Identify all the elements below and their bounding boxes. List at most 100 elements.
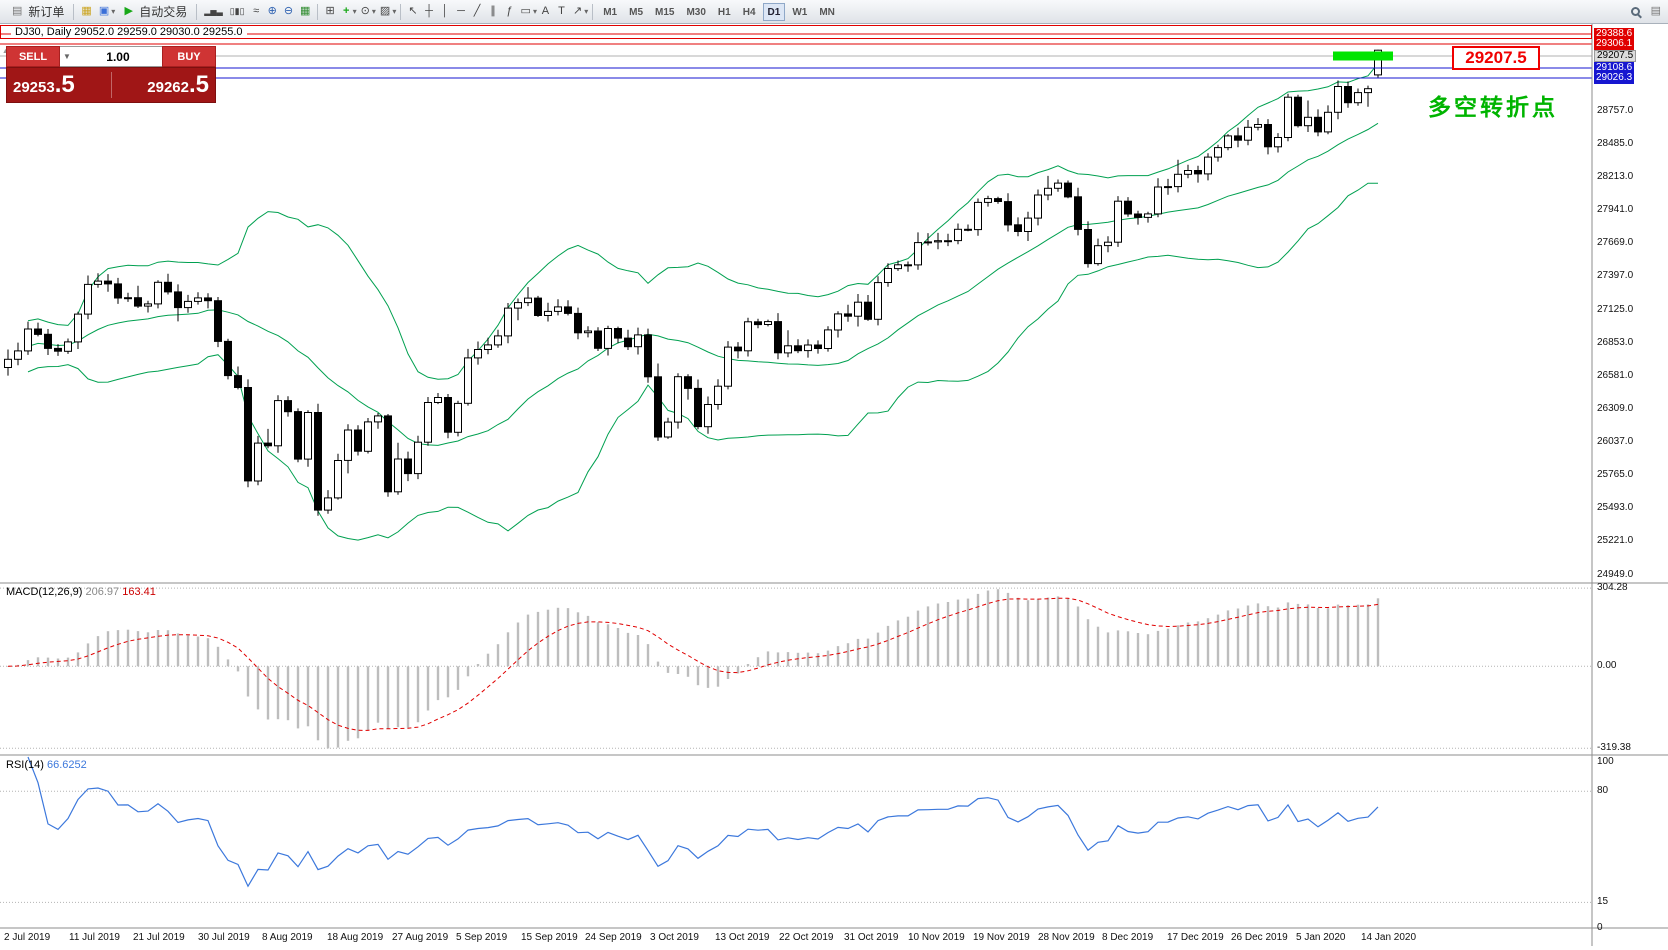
candle bbox=[164, 281, 172, 293]
chart-caption-strip: DJ30, Daily 29052.0 29259.0 29030.0 2925… bbox=[0, 25, 1592, 39]
timeframe-button-m30[interactable]: M30 bbox=[686, 6, 706, 18]
macd-main-value: 206.97 bbox=[85, 586, 120, 598]
new-chart-icon[interactable]: ▦ bbox=[81, 5, 92, 17]
new-order-button[interactable]: ▤ 新订单 bbox=[4, 2, 69, 22]
panel-collapse-icon[interactable]: ▲ bbox=[2, 48, 9, 55]
candle bbox=[1164, 186, 1172, 189]
candle bbox=[1294, 96, 1302, 127]
candle bbox=[234, 375, 242, 389]
candle bbox=[804, 344, 812, 352]
timeframe-button-w1[interactable]: W1 bbox=[792, 6, 808, 18]
cursor-icon[interactable]: ↖ bbox=[408, 5, 418, 17]
candle bbox=[774, 321, 782, 354]
candle bbox=[714, 385, 722, 406]
timeframe-button-m15[interactable]: M15 bbox=[655, 6, 675, 18]
shapes-icon[interactable]: ▭ bbox=[520, 5, 531, 17]
zoom-out-icon[interactable]: ⊖ bbox=[283, 5, 294, 17]
candle bbox=[314, 412, 322, 511]
fibonacci-icon[interactable]: ƒ bbox=[505, 5, 513, 17]
candle bbox=[1274, 137, 1282, 148]
volume-stepper[interactable]: ▼ bbox=[60, 46, 162, 67]
timeframe-button-h4[interactable]: H4 bbox=[742, 6, 756, 18]
candle bbox=[974, 201, 982, 231]
candle bbox=[484, 344, 492, 350]
template-icon[interactable]: ▨ bbox=[379, 5, 391, 17]
candle bbox=[624, 337, 632, 348]
line-chart-icon[interactable]: ≈ bbox=[253, 5, 260, 17]
sell-button[interactable]: SELL bbox=[6, 46, 60, 67]
candlestick-chart-icon[interactable]: ▯▮▯ bbox=[229, 6, 245, 16]
toolbar-separator bbox=[317, 3, 319, 20]
candle bbox=[444, 397, 452, 433]
candle bbox=[654, 376, 662, 438]
profiles-icon[interactable]: ▣ bbox=[98, 5, 110, 17]
price-divider bbox=[110, 72, 112, 98]
candle bbox=[334, 460, 342, 499]
timeframe-button-d1[interactable]: D1 bbox=[762, 2, 786, 21]
candle bbox=[844, 313, 852, 317]
bar-chart-icon[interactable]: ▂▅▃ bbox=[204, 7, 223, 16]
macd-indicator-label: MACD(12,26,9) 206.97 163.41 bbox=[6, 586, 156, 598]
grid-icon[interactable]: ▦ bbox=[300, 5, 311, 17]
crosshair-icon[interactable]: ┼ bbox=[425, 5, 433, 17]
profiles-dropdown-icon[interactable]: ▾ bbox=[111, 7, 116, 16]
candle bbox=[1004, 201, 1012, 226]
text-tool-icon[interactable]: A bbox=[541, 5, 550, 17]
horizontal-line-icon[interactable]: ─ bbox=[457, 5, 465, 17]
candle bbox=[864, 301, 872, 320]
candle bbox=[264, 442, 272, 447]
zoom-in-icon[interactable]: ⊕ bbox=[267, 5, 277, 17]
candle bbox=[84, 283, 92, 315]
vertical-line-icon[interactable]: │ bbox=[441, 5, 449, 17]
candle bbox=[764, 321, 772, 326]
timeframe-button-mn[interactable]: MN bbox=[819, 6, 835, 18]
trendline-icon[interactable]: ╱ bbox=[473, 5, 481, 17]
bollinger-bands bbox=[27, 63, 1379, 541]
add-indicator-icon[interactable]: + bbox=[342, 5, 350, 17]
timeframe-button-m1[interactable]: M1 bbox=[603, 6, 618, 18]
macd-signal-line bbox=[7, 597, 1379, 731]
arrow-tool-dropdown-icon[interactable]: ▾ bbox=[584, 7, 589, 16]
candle bbox=[204, 297, 212, 302]
candle bbox=[194, 297, 202, 302]
label-tool-icon[interactable]: T bbox=[558, 5, 565, 17]
buy-button[interactable]: BUY bbox=[162, 46, 216, 67]
channel-icon[interactable]: ∥ bbox=[490, 5, 496, 17]
rsi-indicator-label: RSI(14) 66.6252 bbox=[6, 759, 87, 771]
timeframe-button-m5[interactable]: M5 bbox=[629, 6, 644, 18]
tile-windows-icon[interactable]: ⊞ bbox=[325, 5, 335, 17]
price-callout: 29207.5 bbox=[1452, 46, 1540, 70]
period-dropdown-icon[interactable]: ▾ bbox=[371, 7, 376, 16]
turning-point-text: 多空转折点 bbox=[1428, 94, 1558, 120]
candle bbox=[4, 358, 12, 368]
autotrading-button[interactable]: ▶ 自动交易 bbox=[116, 2, 192, 22]
candle bbox=[644, 334, 652, 378]
shapes-dropdown-icon[interactable]: ▾ bbox=[532, 7, 537, 16]
volume-input[interactable] bbox=[73, 49, 162, 64]
data-window-icon[interactable]: ▤ bbox=[1650, 5, 1661, 17]
candle bbox=[34, 328, 42, 335]
add-indicator-dropdown-icon[interactable]: ▾ bbox=[352, 7, 357, 16]
period-icon[interactable]: ⊙ bbox=[360, 5, 370, 17]
candle bbox=[494, 335, 502, 346]
candle bbox=[114, 283, 122, 299]
new-order-label: 新订单 bbox=[28, 5, 65, 19]
candle bbox=[984, 198, 992, 203]
arrow-tool-icon[interactable]: ↗ bbox=[572, 5, 583, 17]
candle bbox=[1304, 116, 1312, 127]
timeframe-button-h1[interactable]: H1 bbox=[717, 6, 731, 18]
autotrading-label: 自动交易 bbox=[139, 5, 188, 19]
new-order-icon: ▤ bbox=[12, 5, 23, 17]
sell-price: 29253.5 bbox=[13, 71, 75, 98]
template-dropdown-icon[interactable]: ▾ bbox=[392, 7, 397, 16]
volume-dropdown-icon[interactable]: ▼ bbox=[63, 52, 71, 61]
candle bbox=[404, 458, 412, 475]
candle bbox=[1314, 116, 1322, 133]
candle bbox=[734, 346, 742, 352]
candle bbox=[364, 421, 372, 452]
candle bbox=[1214, 147, 1222, 158]
candle bbox=[584, 330, 592, 334]
search-icon[interactable] bbox=[1630, 7, 1640, 16]
candle bbox=[174, 291, 182, 309]
